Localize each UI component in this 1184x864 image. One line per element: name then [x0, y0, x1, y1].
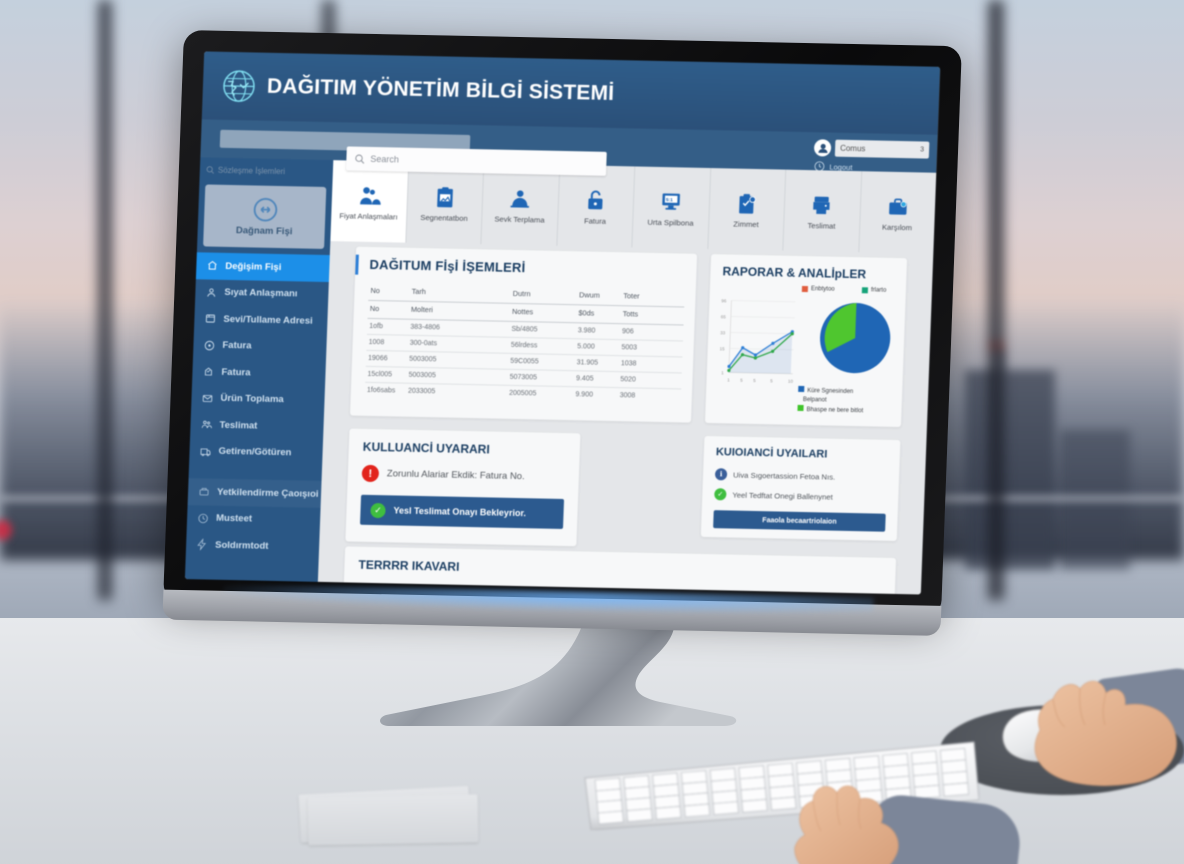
- svg-text:5: 5: [740, 378, 743, 383]
- svg-text:5: 5: [770, 378, 773, 383]
- svg-text:1: 1: [721, 370, 724, 375]
- svg-text:5: 5: [753, 378, 756, 383]
- svg-text:15: 15: [720, 346, 726, 351]
- svg-text:96: 96: [721, 298, 727, 303]
- svg-text:1: 1: [727, 377, 730, 382]
- svg-text:33: 33: [720, 330, 726, 335]
- svg-text:65: 65: [721, 314, 727, 319]
- svg-text:5:1: 5:1: [666, 197, 673, 203]
- svg-text:10: 10: [788, 379, 794, 384]
